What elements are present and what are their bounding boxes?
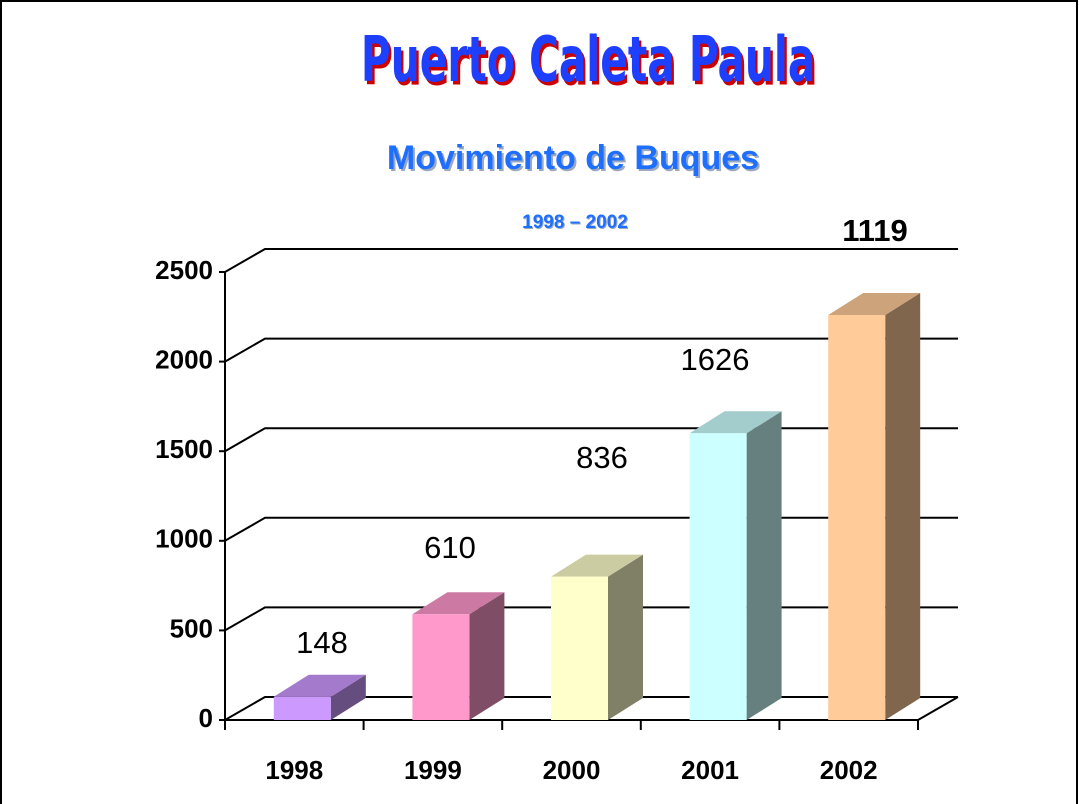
grid-line bbox=[224, 337, 958, 363]
grid-line bbox=[224, 248, 958, 273]
bar-side bbox=[330, 674, 366, 720]
annotation: 148 bbox=[296, 625, 348, 660]
bar bbox=[689, 411, 782, 720]
y-tick-label: 2000 bbox=[155, 344, 213, 374]
y-tick-label: 1500 bbox=[155, 434, 213, 464]
x-tick-label: 1999 bbox=[404, 755, 462, 785]
bar bbox=[412, 592, 505, 720]
y-tick-label: 500 bbox=[170, 613, 213, 643]
bar bbox=[828, 293, 921, 720]
y-tick-label: 1000 bbox=[155, 524, 213, 554]
x-tick-label: 2002 bbox=[820, 755, 878, 785]
bar-front bbox=[551, 576, 608, 720]
bar bbox=[273, 674, 366, 720]
bar-front bbox=[412, 614, 470, 720]
bar-side bbox=[608, 554, 643, 720]
bar-side bbox=[469, 592, 505, 720]
annotation: 836 bbox=[576, 440, 628, 475]
x-tick-label: 1998 bbox=[265, 755, 323, 785]
y-tick-label: 0 bbox=[199, 703, 213, 733]
period: 1998 – 2002 bbox=[522, 212, 628, 233]
subtitle: Movimiento de Buques bbox=[387, 139, 759, 177]
y-tick-label: 2500 bbox=[155, 255, 213, 285]
bar-side bbox=[746, 411, 782, 720]
chart-title-shadow: Puerto Caleta Paula bbox=[363, 26, 817, 99]
x-tick-label: 2000 bbox=[543, 755, 601, 785]
bar-top bbox=[551, 554, 643, 577]
bar-front bbox=[689, 433, 747, 720]
x-axis-depth bbox=[917, 696, 959, 721]
period-shadow: 1998 – 2002 bbox=[523, 213, 629, 234]
chart-title: Puerto Caleta Paula bbox=[361, 23, 815, 96]
bar-top bbox=[412, 592, 505, 615]
bar-side bbox=[885, 293, 921, 720]
bar-front bbox=[273, 696, 331, 720]
x-tick-label: 2001 bbox=[681, 755, 739, 785]
bar-front bbox=[828, 315, 886, 720]
bar-top bbox=[689, 411, 782, 434]
bar bbox=[551, 554, 643, 720]
bar-top bbox=[273, 674, 366, 697]
annotation: 1119 bbox=[842, 213, 908, 248]
bar-top bbox=[828, 293, 921, 316]
annotation: 1626 bbox=[681, 342, 750, 377]
annotation: 610 bbox=[424, 530, 476, 565]
subtitle-shadow: Movimiento de Buques bbox=[389, 141, 761, 179]
